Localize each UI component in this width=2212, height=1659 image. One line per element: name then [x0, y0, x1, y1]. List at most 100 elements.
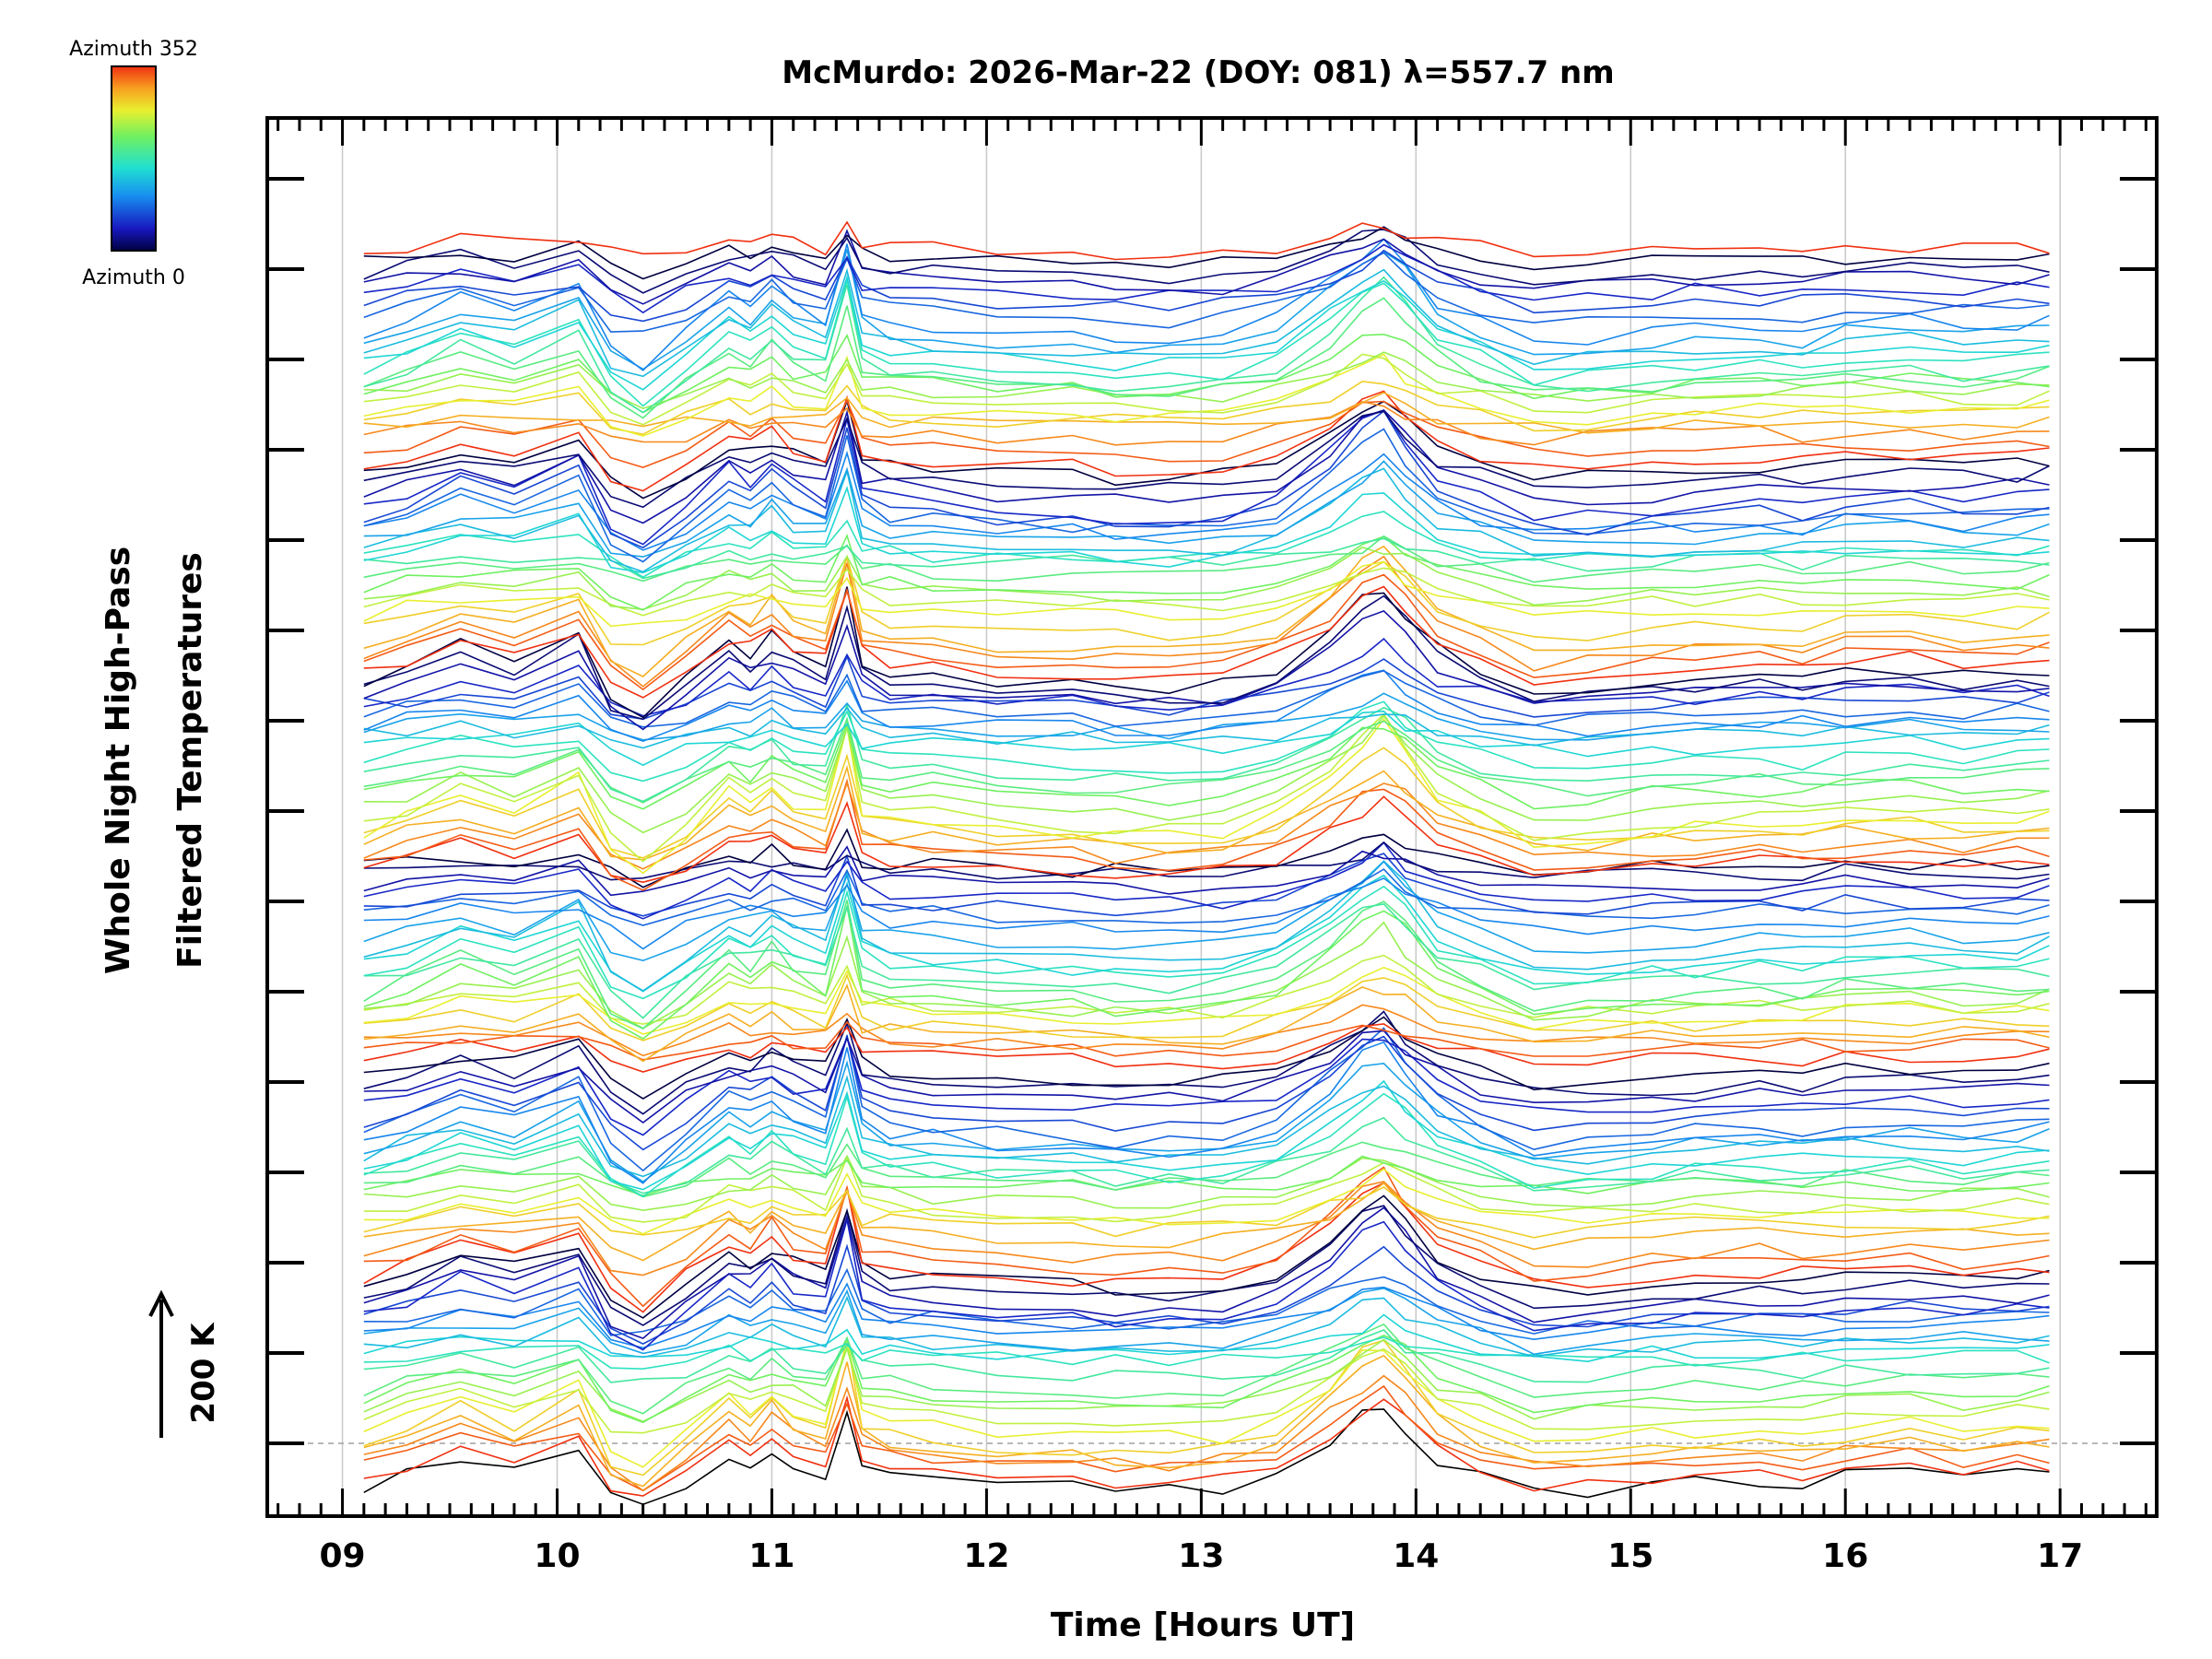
trace-15 [363, 1287, 2050, 1356]
trace-83 [363, 669, 2050, 728]
trace-27 [363, 1186, 2050, 1239]
chart-title: McMurdo: 2026-Mar-22 (DOY: 081) λ=557.7 … [782, 54, 1614, 91]
trace-33 [363, 1116, 2050, 1194]
trace-39 [363, 1027, 2050, 1172]
trace-123 [363, 274, 2050, 391]
trace-86 [363, 609, 2050, 731]
trace-65 [363, 841, 2050, 882]
trace-63 [363, 841, 2050, 920]
trace-38 [363, 1041, 2050, 1184]
trace-4 [363, 1354, 2050, 1488]
trace-35 [363, 1079, 2050, 1191]
trace-50 [363, 966, 2050, 1035]
trace-49 [363, 973, 2050, 1041]
trace-60 [363, 877, 2050, 950]
trace-17 [363, 1267, 2050, 1336]
trace-72 [363, 717, 2050, 875]
colorbar: Azimuth 352 Azimuth 0 [69, 38, 198, 289]
colorbar-bottom-label: Azimuth 0 [82, 266, 185, 289]
scale-bar: 200 K [148, 1289, 222, 1438]
trace-12 [363, 1336, 2050, 1371]
trace-61 [363, 868, 2050, 926]
trace-93 [363, 554, 2050, 646]
trace-115 [363, 380, 2050, 436]
trace-2 [363, 1384, 2050, 1492]
trace-14 [363, 1295, 2050, 1359]
trace-23 [363, 1182, 2050, 1313]
trace-108 [363, 409, 2050, 524]
trace-48 [363, 983, 2050, 1063]
trace-1 [363, 1394, 2050, 1497]
trace-30 [363, 1154, 2050, 1212]
trace-107 [363, 409, 2050, 546]
trace-28 [363, 1168, 2050, 1235]
trace-71 [363, 747, 2050, 859]
trace-122 [363, 279, 2050, 407]
trace-113 [363, 401, 2050, 446]
trace-90 [363, 573, 2050, 691]
trace-54 [363, 900, 2050, 1030]
trace-64 [363, 845, 2050, 897]
trace-102 [363, 467, 2050, 573]
y-axis-label-line1: Whole Night High-Pass [100, 547, 137, 974]
trace-88 [363, 586, 2050, 719]
trace-47 [363, 1004, 2050, 1057]
trace-104 [363, 450, 2050, 551]
trace-46 [363, 1020, 2050, 1061]
trace-9 [363, 1335, 2050, 1424]
trace-40 [363, 1033, 2050, 1151]
scale-bar-label: 200 K [185, 1322, 222, 1424]
x-axis-label: Time [Hours UT] [1051, 1606, 1355, 1644]
x-tick-label-17: 17 [2037, 1537, 2083, 1575]
trace-3 [363, 1374, 2050, 1492]
trace-0 [363, 1408, 2050, 1506]
trace-91 [363, 555, 2050, 688]
trace-75 [363, 721, 2050, 810]
trace-58 [363, 860, 2050, 992]
trace-118 [363, 351, 2050, 410]
trace-68 [363, 778, 2050, 891]
trace-109 [363, 410, 2050, 509]
trace-126 [363, 238, 2050, 371]
x-tick-label-11: 11 [748, 1537, 794, 1575]
trace-121 [363, 276, 2050, 414]
trace-97 [363, 533, 2050, 611]
x-tick-label-15: 15 [1607, 1537, 1653, 1575]
trace-59 [363, 860, 2050, 962]
trace-129 [363, 243, 2050, 314]
trace-70 [363, 764, 2050, 861]
trace-78 [363, 700, 2050, 782]
trace-80 [363, 707, 2050, 749]
axes-frame: 09 10 11 12 13 14 15 16 17 [265, 116, 2159, 1575]
trace-77 [363, 702, 2050, 803]
trace-92 [363, 545, 2050, 677]
x-tick-label-13: 13 [1178, 1537, 1224, 1575]
trace-114 [363, 392, 2050, 434]
trace-127 [363, 252, 2050, 333]
trace-26 [363, 1182, 2050, 1262]
trace-19 [363, 1219, 2050, 1351]
trace-20 [363, 1206, 2050, 1340]
trace-96 [363, 546, 2050, 611]
trace-44 [363, 1016, 2050, 1100]
trace-106 [363, 409, 2050, 549]
trace-89 [363, 585, 2050, 699]
temperature-traces [363, 220, 2050, 1506]
trace-85 [363, 638, 2050, 717]
trace-105 [363, 428, 2050, 563]
trace-11 [363, 1329, 2050, 1383]
trace-67 [363, 795, 2050, 884]
trace-94 [363, 560, 2050, 628]
trace-7 [363, 1346, 2050, 1434]
trace-132 [363, 226, 2050, 280]
trace-5 [363, 1339, 2050, 1477]
trace-55 [363, 903, 2050, 1019]
trace-31 [363, 1155, 2050, 1197]
x-tick-label-10: 10 [534, 1537, 580, 1575]
trace-6 [363, 1341, 2050, 1468]
trace-128 [363, 249, 2050, 323]
trace-13 [363, 1313, 2050, 1363]
trace-29 [363, 1155, 2050, 1223]
trace-79 [363, 710, 2050, 767]
